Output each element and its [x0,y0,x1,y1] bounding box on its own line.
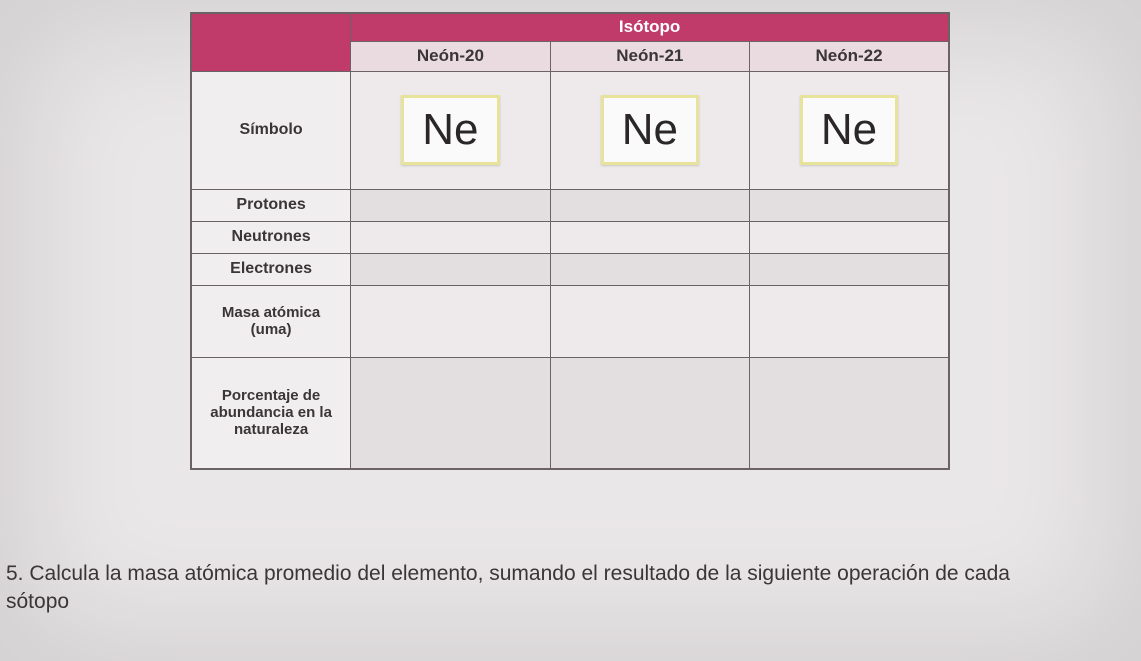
cell-neutrones-22 [750,221,949,253]
cell-protones-20 [351,189,550,221]
cell-electrones-22 [750,253,949,285]
col-neon-20: Neón-20 [351,41,550,71]
cell-masa-22 [750,285,949,357]
cell-electrones-21 [550,253,749,285]
row-neutrones: Neutrones [191,221,949,253]
question-line-2: sótopo [6,588,1126,616]
cell-electrones-20 [351,253,550,285]
label-electrones: Electrones [191,253,351,285]
row-masa: Masa atómica (uma) [191,285,949,357]
row-electrones: Electrones [191,253,949,285]
symbol-ne-22: Ne [800,95,898,165]
cell-protones-21 [550,189,749,221]
cell-simbolo-20: Ne [351,71,550,189]
cell-neutrones-21 [550,221,749,253]
cell-masa-21 [550,285,749,357]
question-line-1: 5. Calcula la masa atómica promedio del … [6,560,1126,588]
cell-simbolo-21: Ne [550,71,749,189]
page-background: Isótopo Neón-20 Neón-21 Neón-22 Símbolo … [0,0,1141,661]
symbol-ne-21: Ne [601,95,699,165]
label-porcentaje: Porcentaje de abundancia en la naturalez… [191,357,351,469]
label-simbolo: Símbolo [191,71,351,189]
cell-neutrones-20 [351,221,550,253]
isotope-table: Isótopo Neón-20 Neón-21 Neón-22 Símbolo … [190,12,950,470]
label-protones: Protones [191,189,351,221]
col-neon-21: Neón-21 [550,41,749,71]
cell-porcentaje-22 [750,357,949,469]
cell-porcentaje-21 [550,357,749,469]
label-masa: Masa atómica (uma) [191,285,351,357]
cell-masa-20 [351,285,550,357]
row-protones: Protones [191,189,949,221]
row-simbolo: Símbolo Ne Ne Ne [191,71,949,189]
cell-porcentaje-20 [351,357,550,469]
row-porcentaje: Porcentaje de abundancia en la naturalez… [191,357,949,469]
isotope-table-wrap: Isótopo Neón-20 Neón-21 Neón-22 Símbolo … [190,12,950,470]
col-neon-22: Neón-22 [750,41,949,71]
label-neutrones: Neutrones [191,221,351,253]
header-row-1: Isótopo [191,13,949,41]
question-text: 5. Calcula la masa atómica promedio del … [6,560,1126,617]
cell-simbolo-22: Ne [750,71,949,189]
header-corner [191,13,351,71]
cell-protones-22 [750,189,949,221]
symbol-ne-20: Ne [401,95,499,165]
header-isotopo: Isótopo [351,13,949,41]
